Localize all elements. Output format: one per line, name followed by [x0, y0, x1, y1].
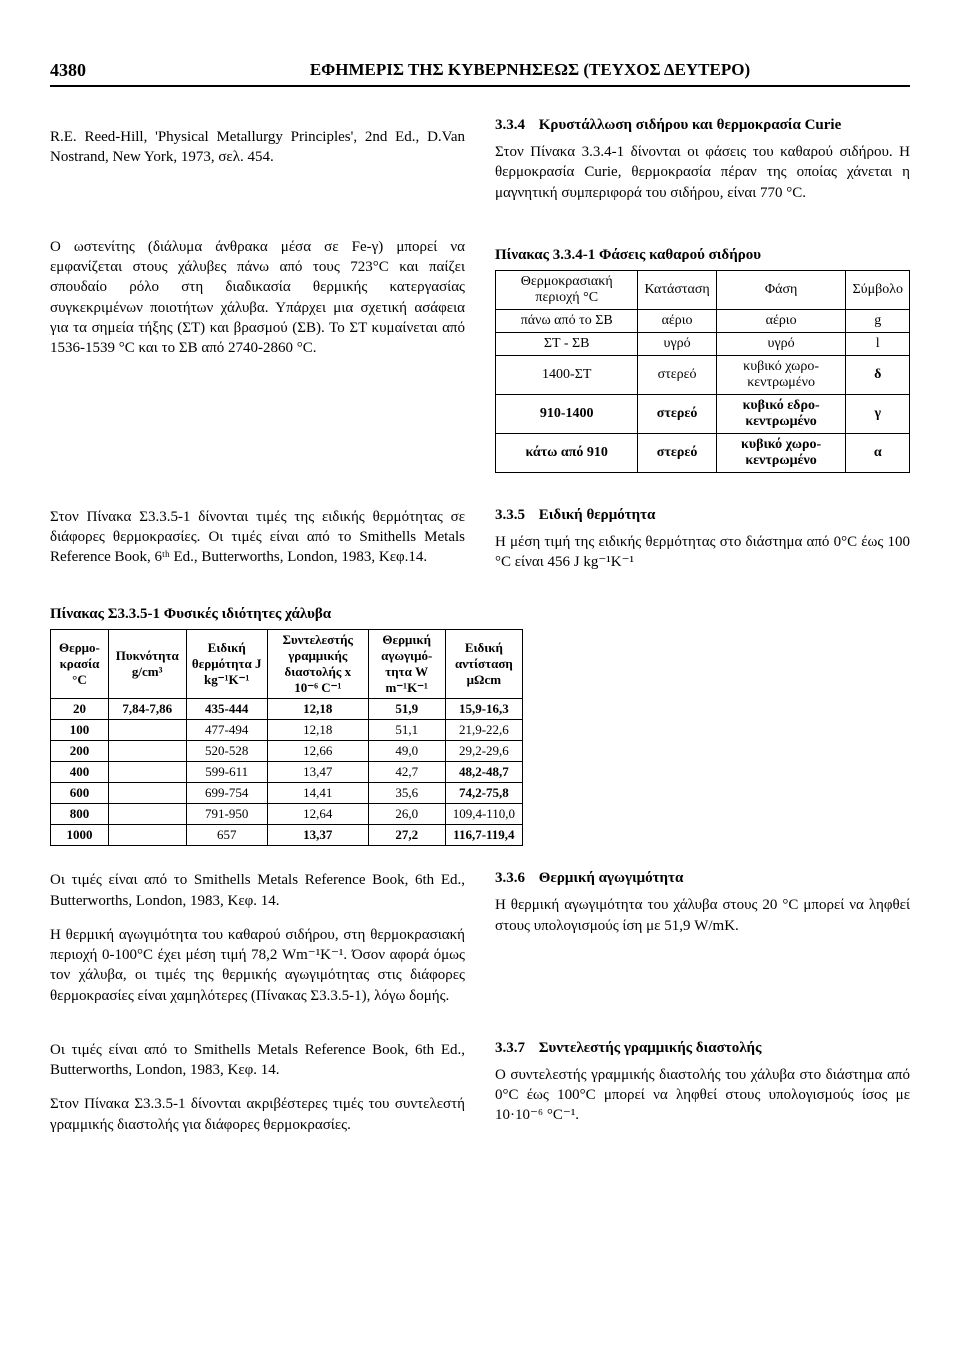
s336-num: 3.3.6: [495, 870, 535, 887]
s337-heading: 3.3.7 Συντελεστής γραμμικής διαστολής: [495, 1040, 910, 1057]
block-left-p3: Οι τιμές είναι από το Smithells Metals R…: [50, 1040, 465, 1081]
right-col-1: 3.3.4 Κρυστάλλωση σιδήρου και θερμοκρασί…: [495, 117, 910, 217]
row-336: Οι τιμές είναι από το Smithells Metals R…: [50, 870, 910, 1020]
th: Θερμοκρασιακή περιοχή °C: [496, 270, 638, 309]
block-left-p2: Η θερμική αγωγιμότητα του καθαρού σιδήρο…: [50, 925, 465, 1006]
table-row: 910-1400 στερεό κυβικό εδρο-κεντρωμένο γ: [496, 394, 910, 433]
row-335: Στον Πίνακα Σ3.3.5-1 δίνονται τιμές της …: [50, 507, 910, 587]
th: Κατάσταση: [638, 270, 716, 309]
table-row: 400 599-611 13,47 42,7 48,2-48,7: [51, 762, 523, 783]
row-phases: Ο ωστενίτης (διάλυμα άνθρακα μέσα σε Fe-…: [50, 237, 910, 487]
header-title: ΕΦΗΜΕΡΙΣ ΤΗΣ ΚΥΒΕΡΝΗΣΕΩΣ (ΤΕΥΧΟΣ ΔΕΥΤΕΡΟ…: [150, 60, 910, 81]
props-table-block: Πίνακας Σ3.3.5-1 Φυσικές ιδιότητες χάλυβ…: [50, 606, 523, 846]
th: Σύμβολο: [846, 270, 910, 309]
table-row: Θερμοκρασιακή περιοχή °C Κατάσταση Φάση …: [496, 270, 910, 309]
left-col-2: Ο ωστενίτης (διάλυμα άνθρακα μέσα σε Fe-…: [50, 237, 465, 487]
table-row: 1400-ΣΤ στερεό κυβικό χωρο-κεντρωμένο δ: [496, 355, 910, 394]
s337-title: Συντελεστής γραμμικής διαστολής: [539, 1040, 762, 1056]
austenite-para: Ο ωστενίτης (διάλυμα άνθρακα μέσα σε Fe-…: [50, 237, 465, 359]
header: 4380 ΕΦΗΜΕΡΙΣ ΤΗΣ ΚΥΒΕΡΝΗΣΕΩΣ (ΤΕΥΧΟΣ ΔΕ…: [50, 60, 910, 87]
s336-title: Θερμική αγωγιμότητα: [539, 870, 684, 886]
table-row: κάτω από 910 στερεό κυβικό χωρο-κεντρωμέ…: [496, 433, 910, 472]
s336-para: Η θερμική αγωγιμότητα του χάλυβα στους 2…: [495, 895, 910, 936]
reference-1: R.E. Reed-Hill, 'Physical Metallurgy Pri…: [50, 127, 465, 168]
t335-caption: Πίνακας Σ3.3.5-1 Φυσικές ιδιότητες χάλυβ…: [50, 606, 523, 623]
row-337: Οι τιμές είναι από το Smithells Metals R…: [50, 1040, 910, 1149]
table-row: 600 699-754 14,41 35,6 74,2-75,8: [51, 783, 523, 804]
right-col-2: Πίνακας 3.3.4-1 Φάσεις καθαρού σιδήρου Θ…: [495, 237, 910, 487]
props-table: Θερμο-κρασία °C Πυκνότητα g/cm³ Ειδική θ…: [50, 629, 523, 846]
right-col-3: 3.3.5 Ειδική θερμότητα Η μέση τιμή της ε…: [495, 507, 910, 587]
table-row: 200 520-528 12,66 49,0 29,2-29,6: [51, 741, 523, 762]
left-col-5: Οι τιμές είναι από το Smithells Metals R…: [50, 1040, 465, 1149]
block-left-p1: Οι τιμές είναι από το Smithells Metals R…: [50, 870, 465, 911]
s334-para: Στον Πίνακα 3.3.4-1 δίνονται οι φάσεις τ…: [495, 142, 910, 203]
s335-heading: 3.3.5 Ειδική θερμότητα: [495, 507, 910, 524]
s335-num: 3.3.5: [495, 507, 535, 524]
phases-table: Θερμοκρασιακή περιοχή °C Κατάσταση Φάση …: [495, 270, 910, 473]
right-col-5: 3.3.7 Συντελεστής γραμμικής διαστολής Ο …: [495, 1040, 910, 1149]
s335-left-para: Στον Πίνακα Σ3.3.5-1 δίνονται τιμές της …: [50, 507, 465, 568]
s334-num: 3.3.4: [495, 117, 535, 134]
s334-title: Κρυστάλλωση σιδήρου και θερμοκρασία Curi…: [539, 117, 841, 133]
left-col-3: Στον Πίνακα Σ3.3.5-1 δίνονται τιμές της …: [50, 507, 465, 587]
left-col-1: R.E. Reed-Hill, 'Physical Metallurgy Pri…: [50, 117, 465, 217]
block-left-p4: Στον Πίνακα Σ3.3.5-1 δίνονται ακριβέστερ…: [50, 1094, 465, 1135]
s335-title: Ειδική θερμότητα: [539, 507, 656, 523]
table-row: 100 477-494 12,18 51,1 21,9-22,6: [51, 720, 523, 741]
table-row: πάνω από το ΣΒ αέριο αέριο g: [496, 309, 910, 332]
page-number: 4380: [50, 60, 150, 81]
table-row: 1000 657 13,37 27,2 116,7-119,4: [51, 825, 523, 846]
table-row: Θερμο-κρασία °C Πυκνότητα g/cm³ Ειδική θ…: [51, 630, 523, 699]
page: 4380 ΕΦΗΜΕΡΙΣ ΤΗΣ ΚΥΒΕΡΝΗΣΕΩΣ (ΤΕΥΧΟΣ ΔΕ…: [0, 0, 960, 1229]
s334-heading: 3.3.4 Κρυστάλλωση σιδήρου και θερμοκρασί…: [495, 117, 910, 134]
s335-right-para: Η μέση τιμή της ειδικής θερμότητας στο δ…: [495, 532, 910, 573]
table-row: 800 791-950 12,64 26,0 109,4-110,0: [51, 804, 523, 825]
right-col-4: 3.3.6 Θερμική αγωγιμότητα Η θερμική αγωγ…: [495, 870, 910, 1020]
s336-heading: 3.3.6 Θερμική αγωγιμότητα: [495, 870, 910, 887]
s337-num: 3.3.7: [495, 1040, 535, 1057]
t334-caption: Πίνακας 3.3.4-1 Φάσεις καθαρού σιδήρου: [495, 247, 910, 264]
table-row: 20 7,84-7,86 435-444 12,18 51,9 15,9-16,…: [51, 699, 523, 720]
left-col-4: Οι τιμές είναι από το Smithells Metals R…: [50, 870, 465, 1020]
table-row: ΣΤ - ΣΒ υγρό υγρό l: [496, 332, 910, 355]
row-intro: R.E. Reed-Hill, 'Physical Metallurgy Pri…: [50, 117, 910, 217]
s337-para: Ο συντελεστής γραμμικής διαστολής του χά…: [495, 1065, 910, 1126]
th: Φάση: [716, 270, 846, 309]
